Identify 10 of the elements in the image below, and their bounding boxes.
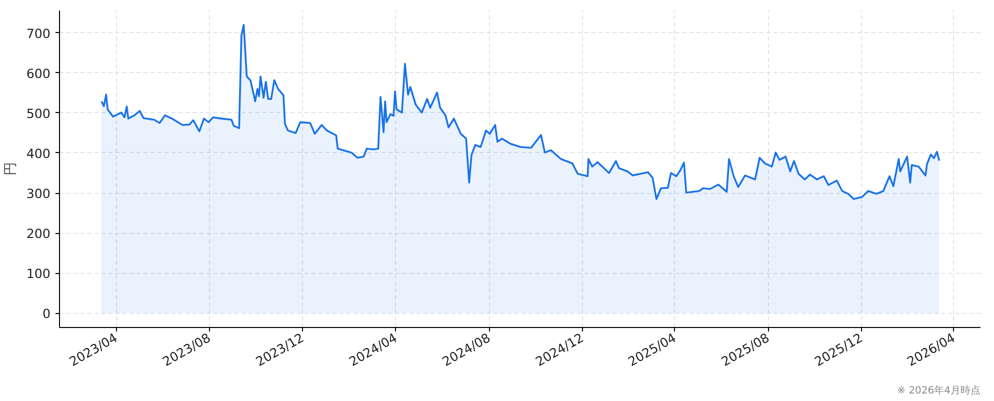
y-tick-label: 600 <box>26 66 51 81</box>
y-tick-label: 0 <box>42 306 51 322</box>
y-tick-label: 200 <box>26 226 51 242</box>
y-tick-label: 300 <box>26 186 51 202</box>
y-tick-label: 400 <box>26 146 51 161</box>
y-axis-title: 円 <box>3 162 18 176</box>
text: ※ 2026年4月時点 <box>897 384 981 396</box>
y-tick-label: 100 <box>26 266 51 282</box>
y-tick-label: 500 <box>26 106 51 121</box>
y-tick-label: 700 <box>26 26 51 41</box>
